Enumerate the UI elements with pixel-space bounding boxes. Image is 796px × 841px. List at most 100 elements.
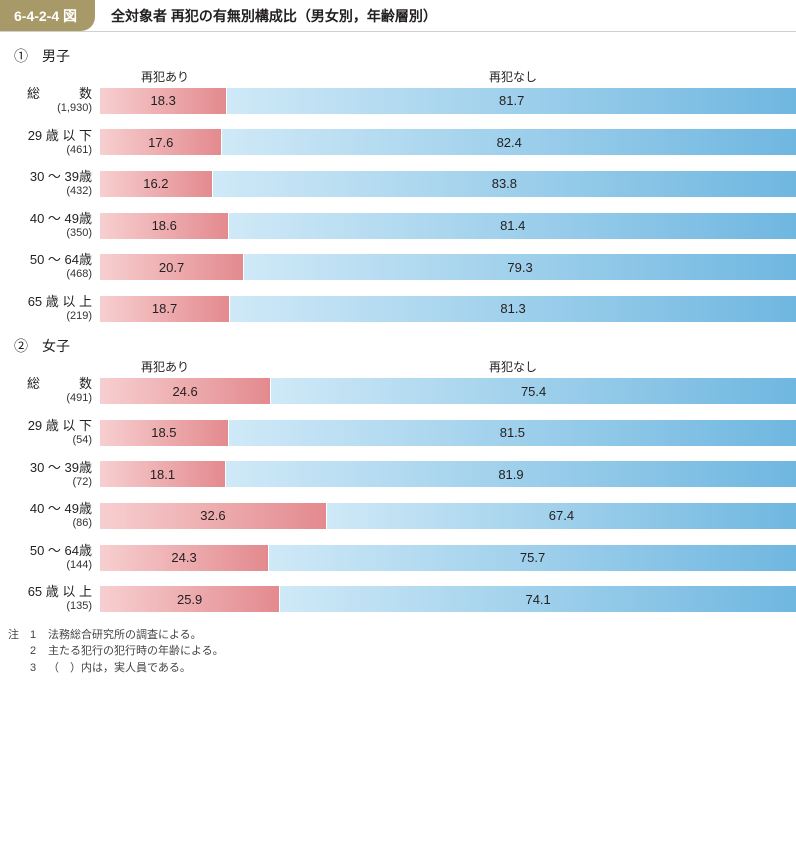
bar-track: 18.381.7: [100, 88, 796, 114]
segment-recidivism-no: 81.9: [226, 461, 796, 487]
footnote-row: 2主たる犯行の犯行時の年齢による。: [8, 643, 796, 660]
segment-recidivism-yes: 25.9: [100, 586, 280, 612]
bar-track: 18.781.3: [100, 296, 796, 322]
segment-recidivism-no: 81.5: [229, 420, 796, 446]
bar-row: 29 歳 以 下(54)18.581.5: [0, 419, 796, 447]
bar-track: 32.667.4: [100, 503, 796, 529]
bar-track: 20.779.3: [100, 254, 796, 280]
segment-recidivism-no: 75.4: [271, 378, 796, 404]
bar-track: 18.581.5: [100, 420, 796, 446]
bar-label: 40 ～ 49歳(86): [0, 502, 100, 530]
legend-spacer: [0, 68, 100, 85]
bar-label: 30 ～ 39歳(72): [0, 461, 100, 489]
bar-label-count: (144): [0, 559, 92, 572]
bar-label-count: (491): [0, 392, 92, 405]
bar-track: 18.181.9: [100, 461, 796, 487]
bar-label-text: 40 ～ 49歳: [0, 502, 92, 517]
bar-row: 29 歳 以 下(461)17.682.4: [0, 129, 796, 157]
bar-label-count: (54): [0, 434, 92, 447]
bar-label-count: (350): [0, 227, 92, 240]
bar-track: 24.675.4: [100, 378, 796, 404]
figure-title: 全対象者 再犯の有無別構成比（男女別，年齢層別）: [95, 0, 437, 31]
bar-label: 29 歳 以 下(461): [0, 129, 100, 157]
bar-row: 50 ～ 64歳(468)20.779.3: [0, 253, 796, 281]
bar-label-text: 40 ～ 49歳: [0, 212, 92, 227]
bar-label-text: 29 歳 以 下: [0, 419, 92, 434]
bar-label-count: (219): [0, 310, 92, 323]
segment-recidivism-yes: 16.2: [100, 171, 213, 197]
segment-recidivism-no: 74.1: [280, 586, 796, 612]
segment-recidivism-no: 81.3: [230, 296, 796, 322]
segment-recidivism-no: 82.4: [222, 129, 796, 155]
footnote-text: （ ）内は，実人員である。: [48, 660, 191, 677]
bar-label: 29 歳 以 下(54): [0, 419, 100, 447]
bar-track: 18.681.4: [100, 213, 796, 239]
bar-row: 40 ～ 49歳(86)32.667.4: [0, 502, 796, 530]
bar-row: 30 ～ 39歳(432)16.283.8: [0, 170, 796, 198]
bar-label-count: (72): [0, 476, 92, 489]
bar-label: 総 数(1,930): [0, 87, 100, 115]
bar-label-count: (1,930): [0, 102, 92, 115]
segment-recidivism-yes: 18.6: [100, 213, 229, 239]
segment-recidivism-yes: 18.3: [100, 88, 227, 114]
bar-row: 65 歳 以 上(135)25.974.1: [0, 585, 796, 613]
bar-label: 40 ～ 49歳(350): [0, 212, 100, 240]
figure-number: 6-4-2-4 図: [14, 6, 77, 26]
legend-spacer: [0, 358, 100, 375]
segment-recidivism-yes: 32.6: [100, 503, 327, 529]
bar-label: 総 数(491): [0, 377, 100, 405]
footnote-row: 3（ ）内は，実人員である。: [8, 660, 796, 677]
footnote-head: [8, 643, 30, 660]
bar-row: 50 ～ 64歳(144) 24.375.7: [0, 544, 796, 572]
figure-number-tab: 6-4-2-4 図: [0, 0, 95, 31]
segment-recidivism-no: 75.7: [269, 545, 796, 571]
footnote-number: 1: [30, 627, 48, 644]
bar-label-text: 総 数: [0, 377, 92, 392]
bar-label-text: 総 数: [0, 87, 92, 102]
bar-row: 総 数(491)24.675.4: [0, 377, 796, 405]
segment-recidivism-yes: 18.7: [100, 296, 230, 322]
footnote-head: [8, 660, 30, 677]
footnote-text: 主たる犯行の犯行時の年齢による。: [48, 643, 224, 660]
sections-container: ① 男子再犯あり再犯なし総 数(1,930)18.381.729 歳 以 下(4…: [0, 46, 796, 613]
footnote-number: 2: [30, 643, 48, 660]
segment-recidivism-no: 83.8: [213, 171, 796, 197]
bar-label: 30 ～ 39歳(432): [0, 170, 100, 198]
bar-label-count: (135): [0, 600, 92, 613]
footnotes: 注1法務総合研究所の調査による。2主たる犯行の犯行時の年齢による。3（ ）内は，…: [8, 627, 796, 677]
segment-recidivism-yes: 24.3: [100, 545, 269, 571]
segment-recidivism-yes: 20.7: [100, 254, 244, 280]
segment-recidivism-no: 67.4: [327, 503, 796, 529]
bar-label-count: (86): [0, 517, 92, 530]
bar-track: 24.375.7: [100, 545, 796, 571]
legend-nashi: 再犯なし: [230, 358, 796, 375]
footnote-text: 法務総合研究所の調査による。: [48, 627, 202, 644]
bar-row: 65 歳 以 上(219)18.781.3: [0, 295, 796, 323]
bar-label-text: 29 歳 以 下: [0, 129, 92, 144]
bar-label-text: 50 ～ 64歳: [0, 253, 92, 268]
bar-label-count: (461): [0, 144, 92, 157]
legend-ari: 再犯あり: [100, 68, 230, 85]
bar-label-count: (468): [0, 268, 92, 281]
footnote-row: 注1法務総合研究所の調査による。: [8, 627, 796, 644]
segment-recidivism-yes: 17.6: [100, 129, 222, 155]
segment-recidivism-no: 81.7: [227, 88, 796, 114]
bar-label: 50 ～ 64歳(468): [0, 253, 100, 281]
footnote-number: 3: [30, 660, 48, 677]
bar-track: 17.682.4: [100, 129, 796, 155]
bar-track: 25.974.1: [100, 586, 796, 612]
bar-label-text: 30 ～ 39歳: [0, 461, 92, 476]
legend-ari: 再犯あり: [100, 358, 230, 375]
section-label-male: ① 男子: [14, 46, 796, 66]
bar-label: 65 歳 以 上(219): [0, 295, 100, 323]
segment-recidivism-yes: 24.6: [100, 378, 271, 404]
bar-row: 30 ～ 39歳(72)18.181.9: [0, 461, 796, 489]
legend-row: 再犯あり再犯なし: [0, 68, 796, 85]
bar-label-text: 30 ～ 39歳: [0, 170, 92, 185]
legend-row: 再犯あり再犯なし: [0, 358, 796, 375]
segment-recidivism-no: 79.3: [244, 254, 796, 280]
segment-recidivism-no: 81.4: [229, 213, 796, 239]
bar-row: 40 ～ 49歳(350)18.681.4: [0, 212, 796, 240]
section-label-female: ② 女子: [14, 336, 796, 356]
bar-label-text: 50 ～ 64歳: [0, 544, 92, 559]
